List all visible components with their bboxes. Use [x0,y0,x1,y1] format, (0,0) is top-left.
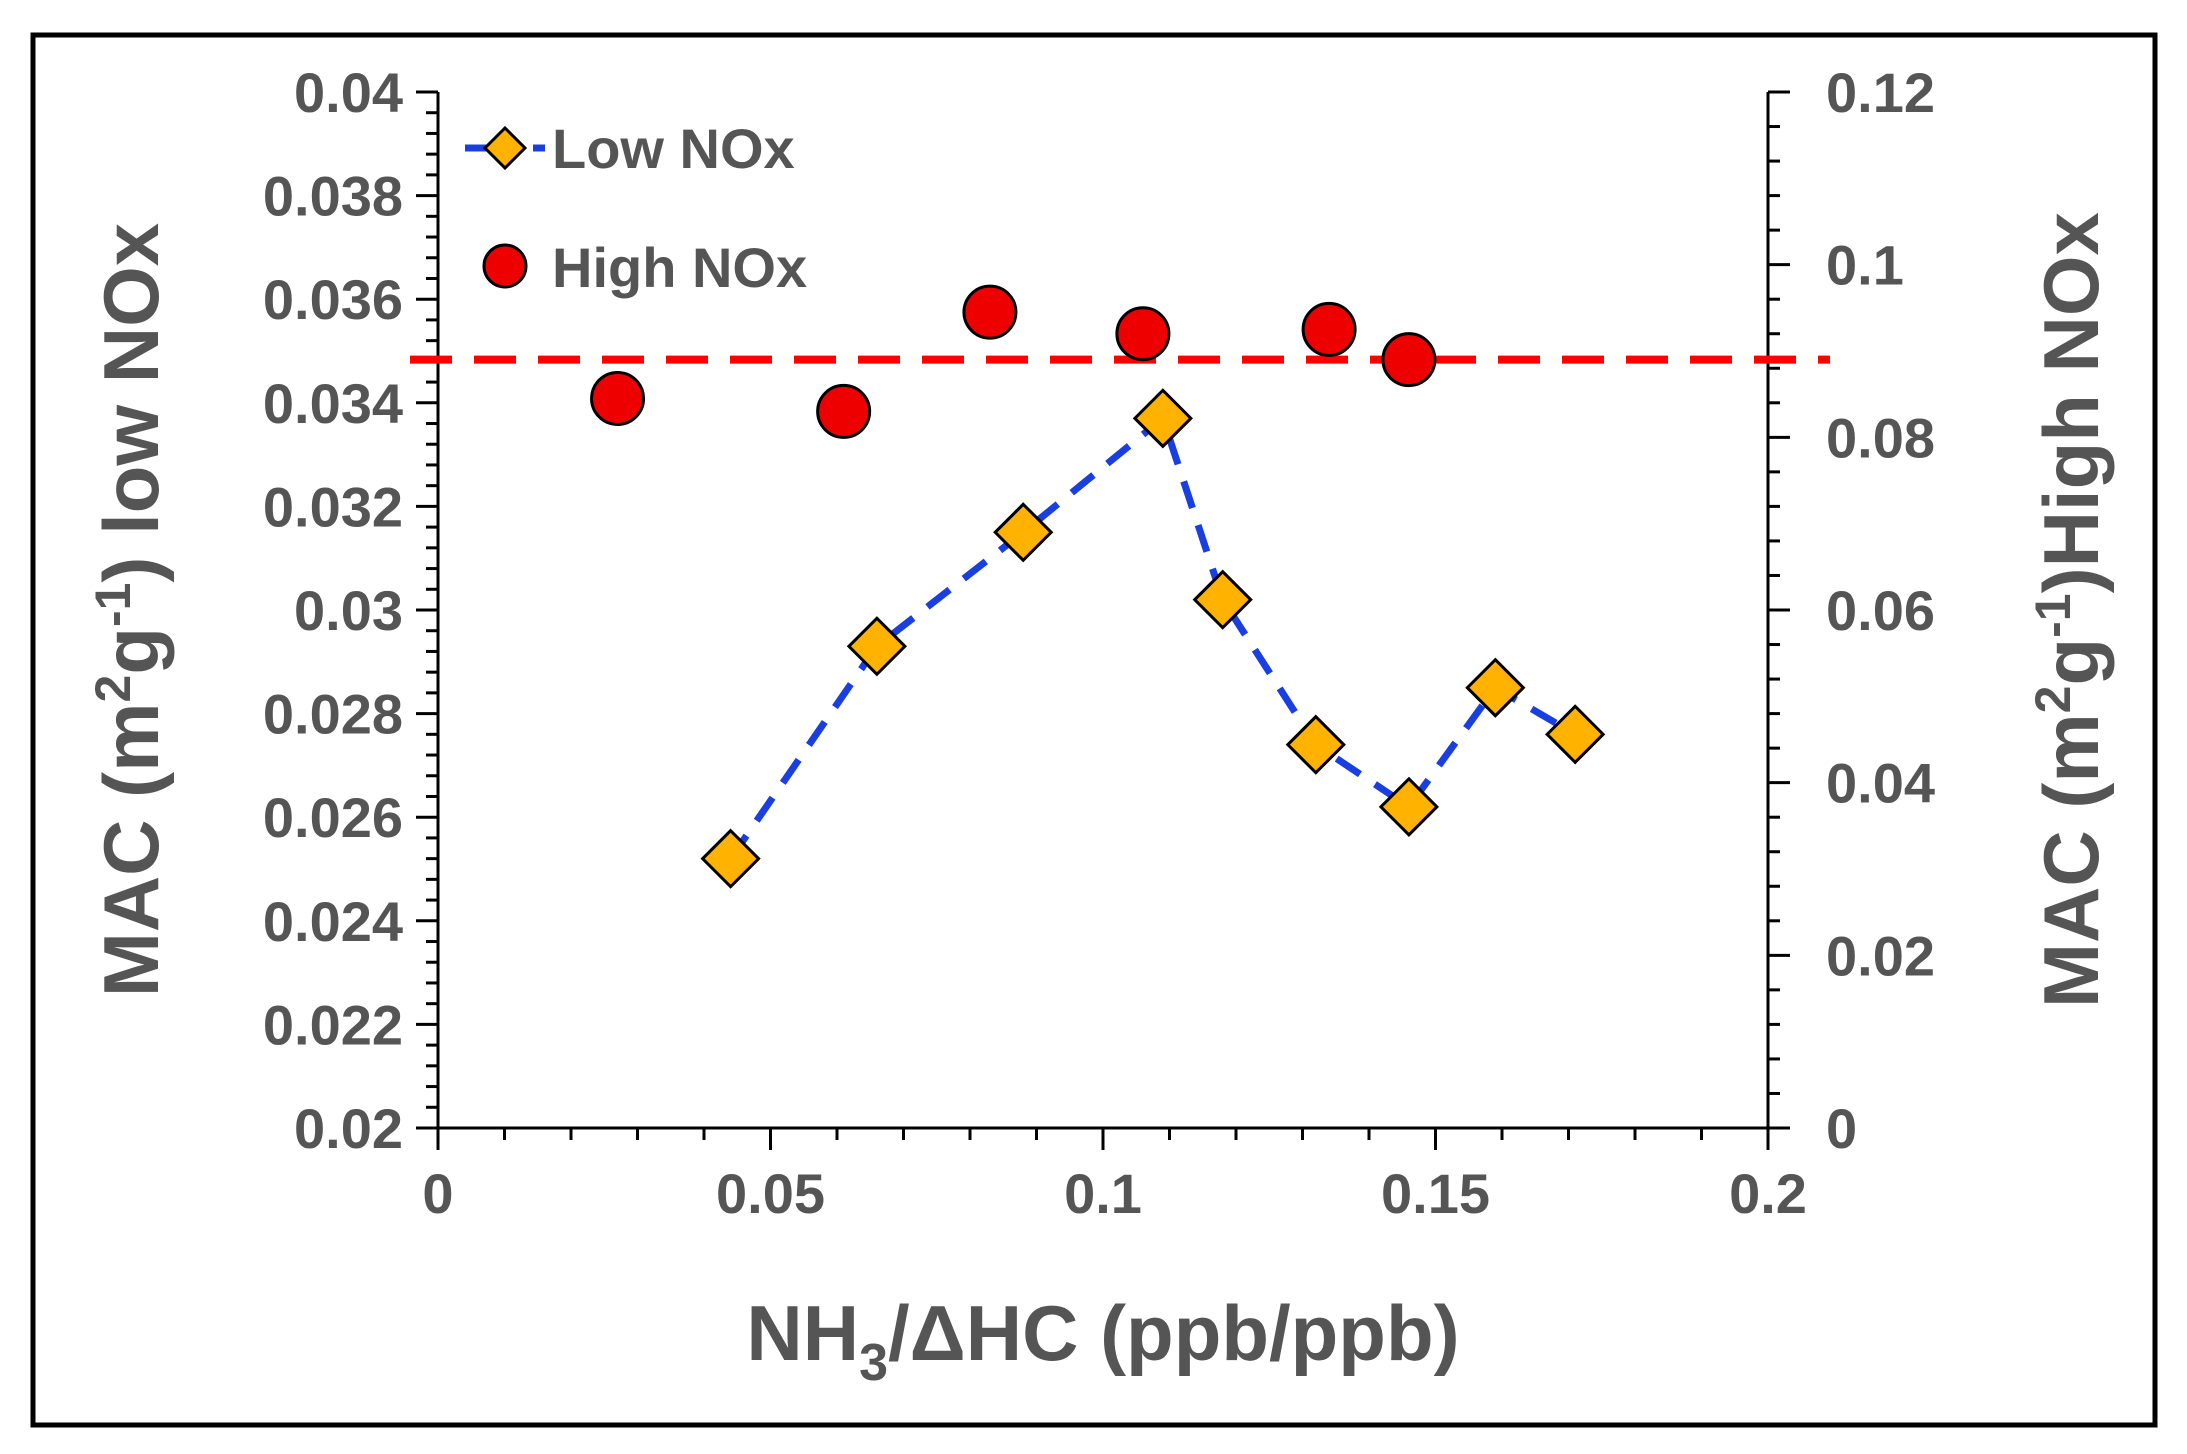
legend-low-nox-marker [482,125,528,171]
legend-high-nox-marker [482,243,528,289]
y-right-tick-label: 0.08 [1826,406,1935,469]
y-right-axis-title: MAC (m2g-1)High NOx [2025,212,2115,1008]
y-left-title-b: g [87,627,175,675]
x-tick-label: 0.05 [716,1162,825,1225]
y-left-title-a: MAC (m [87,702,175,997]
low-nox-point [1285,714,1346,775]
legend-low-nox-label: Low NOx [552,117,795,180]
ticks [416,90,1790,1150]
high-nox-point [590,370,646,426]
y-right-tick-label: 0.1 [1826,234,1904,297]
low-nox-point [700,828,761,889]
x-tick-label: 0.2 [1729,1162,1807,1225]
y-left-tick-labels: 0.04 0.038 0.036 0.034 0.032 0.03 0.028 0.026 0.… [263,61,403,1160]
y-left-title-sup2: -1 [85,583,141,627]
y-right-tick-label: 0.02 [1826,924,1935,987]
y-right-title-a: MAC (m [2027,713,2115,1008]
y-left-tick-label: 0.03 [294,579,403,642]
series [590,284,1606,889]
x-tick-labels: 0 0.05 0.1 0.15 0.2 [422,1162,1807,1225]
x-axis-title: NH3/ΔHC (ppb/ppb) [746,1289,1459,1392]
y-right-tick-label: 0.12 [1826,61,1935,124]
x-tick-label: 0 [422,1162,453,1225]
low-nox-point [846,616,908,677]
high-nox-point [1115,306,1171,362]
low-nox-series-line [727,412,1577,861]
y-right-tick-label: 0.04 [1826,752,1935,815]
y-left-tick-label: 0.032 [263,475,403,538]
y-left-title-c: ) low NOx [87,223,175,583]
y-left-tick-label: 0.024 [263,890,403,953]
y-left-tick-label: 0.034 [263,372,403,435]
y-left-tick-label: 0.04 [294,61,403,124]
y-right-tick-labels: 0.12 0.1 0.08 0.06 0.04 0.02 0 [1826,61,1935,1160]
low-nox-point [1545,704,1606,765]
legend-high-nox-label: High NOx [552,236,807,299]
legend: Low NOx High NOx [465,117,807,299]
y-right-tick-label: 0.06 [1826,579,1935,642]
y-right-title-c: )High NOx [2027,212,2115,593]
high-nox-point [962,284,1018,340]
y-left-tick-label: 0.036 [263,268,403,331]
y-left-axis-title: MAC (m2g-1) low NOx [85,223,175,997]
x-axis-title-rest: /ΔHC (ppb/ppb) [888,1289,1460,1377]
high-nox-point [1301,301,1357,357]
low-nox-point [993,502,1054,563]
y-right-title-sup2: -1 [2025,593,2081,637]
x-axis-title-subscript: 3 [859,1334,888,1392]
y-left-tick-label: 0.02 [294,1097,403,1160]
y-right-title-sup1: 2 [2025,686,2081,714]
low-nox-point [1378,776,1440,837]
y-left-title-sup1: 2 [85,675,141,703]
y-left-tick-label: 0.038 [263,165,403,228]
figure-border [30,32,2158,1428]
x-axis-title-main: NH [746,1289,859,1377]
x-tick-label: 0.1 [1064,1162,1142,1225]
low-nox-point [1192,569,1253,630]
y-left-tick-label: 0.026 [263,786,403,849]
high-nox-point [816,383,872,439]
high-nox-point [1381,332,1437,388]
y-left-tick-label: 0.028 [263,683,403,746]
low-nox-point [1465,657,1526,718]
low-nox-point [1132,388,1193,449]
y-right-title-b: g [2027,638,2115,686]
x-tick-label: 0.15 [1381,1162,1490,1225]
y-left-tick-label: 0.022 [263,993,403,1056]
y-right-tick-label: 0 [1826,1097,1857,1160]
